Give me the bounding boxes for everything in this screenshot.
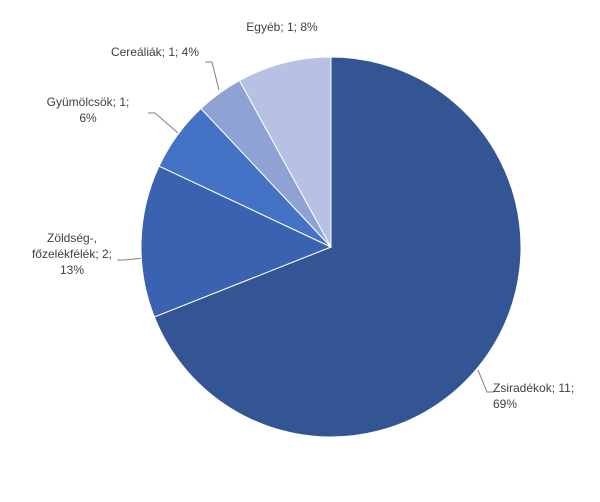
data-label: Cereáliák; 1; 4% (111, 45, 199, 59)
data-label: Egyéb; 1; 8% (246, 20, 318, 34)
data-label: Zsiradékok; 11; 69% (493, 381, 574, 411)
leader-line (205, 61, 220, 91)
pie-slice (238, 56, 332, 248)
pie-slice (140, 165, 333, 318)
data-label: Zöldség-, főzelékfélék; 2; 13% (32, 231, 112, 277)
pie-slice (153, 56, 522, 438)
data-label: Gyümölcsök; 1; 6% (47, 95, 130, 125)
leader-line (148, 112, 179, 134)
leader-line (477, 369, 494, 393)
